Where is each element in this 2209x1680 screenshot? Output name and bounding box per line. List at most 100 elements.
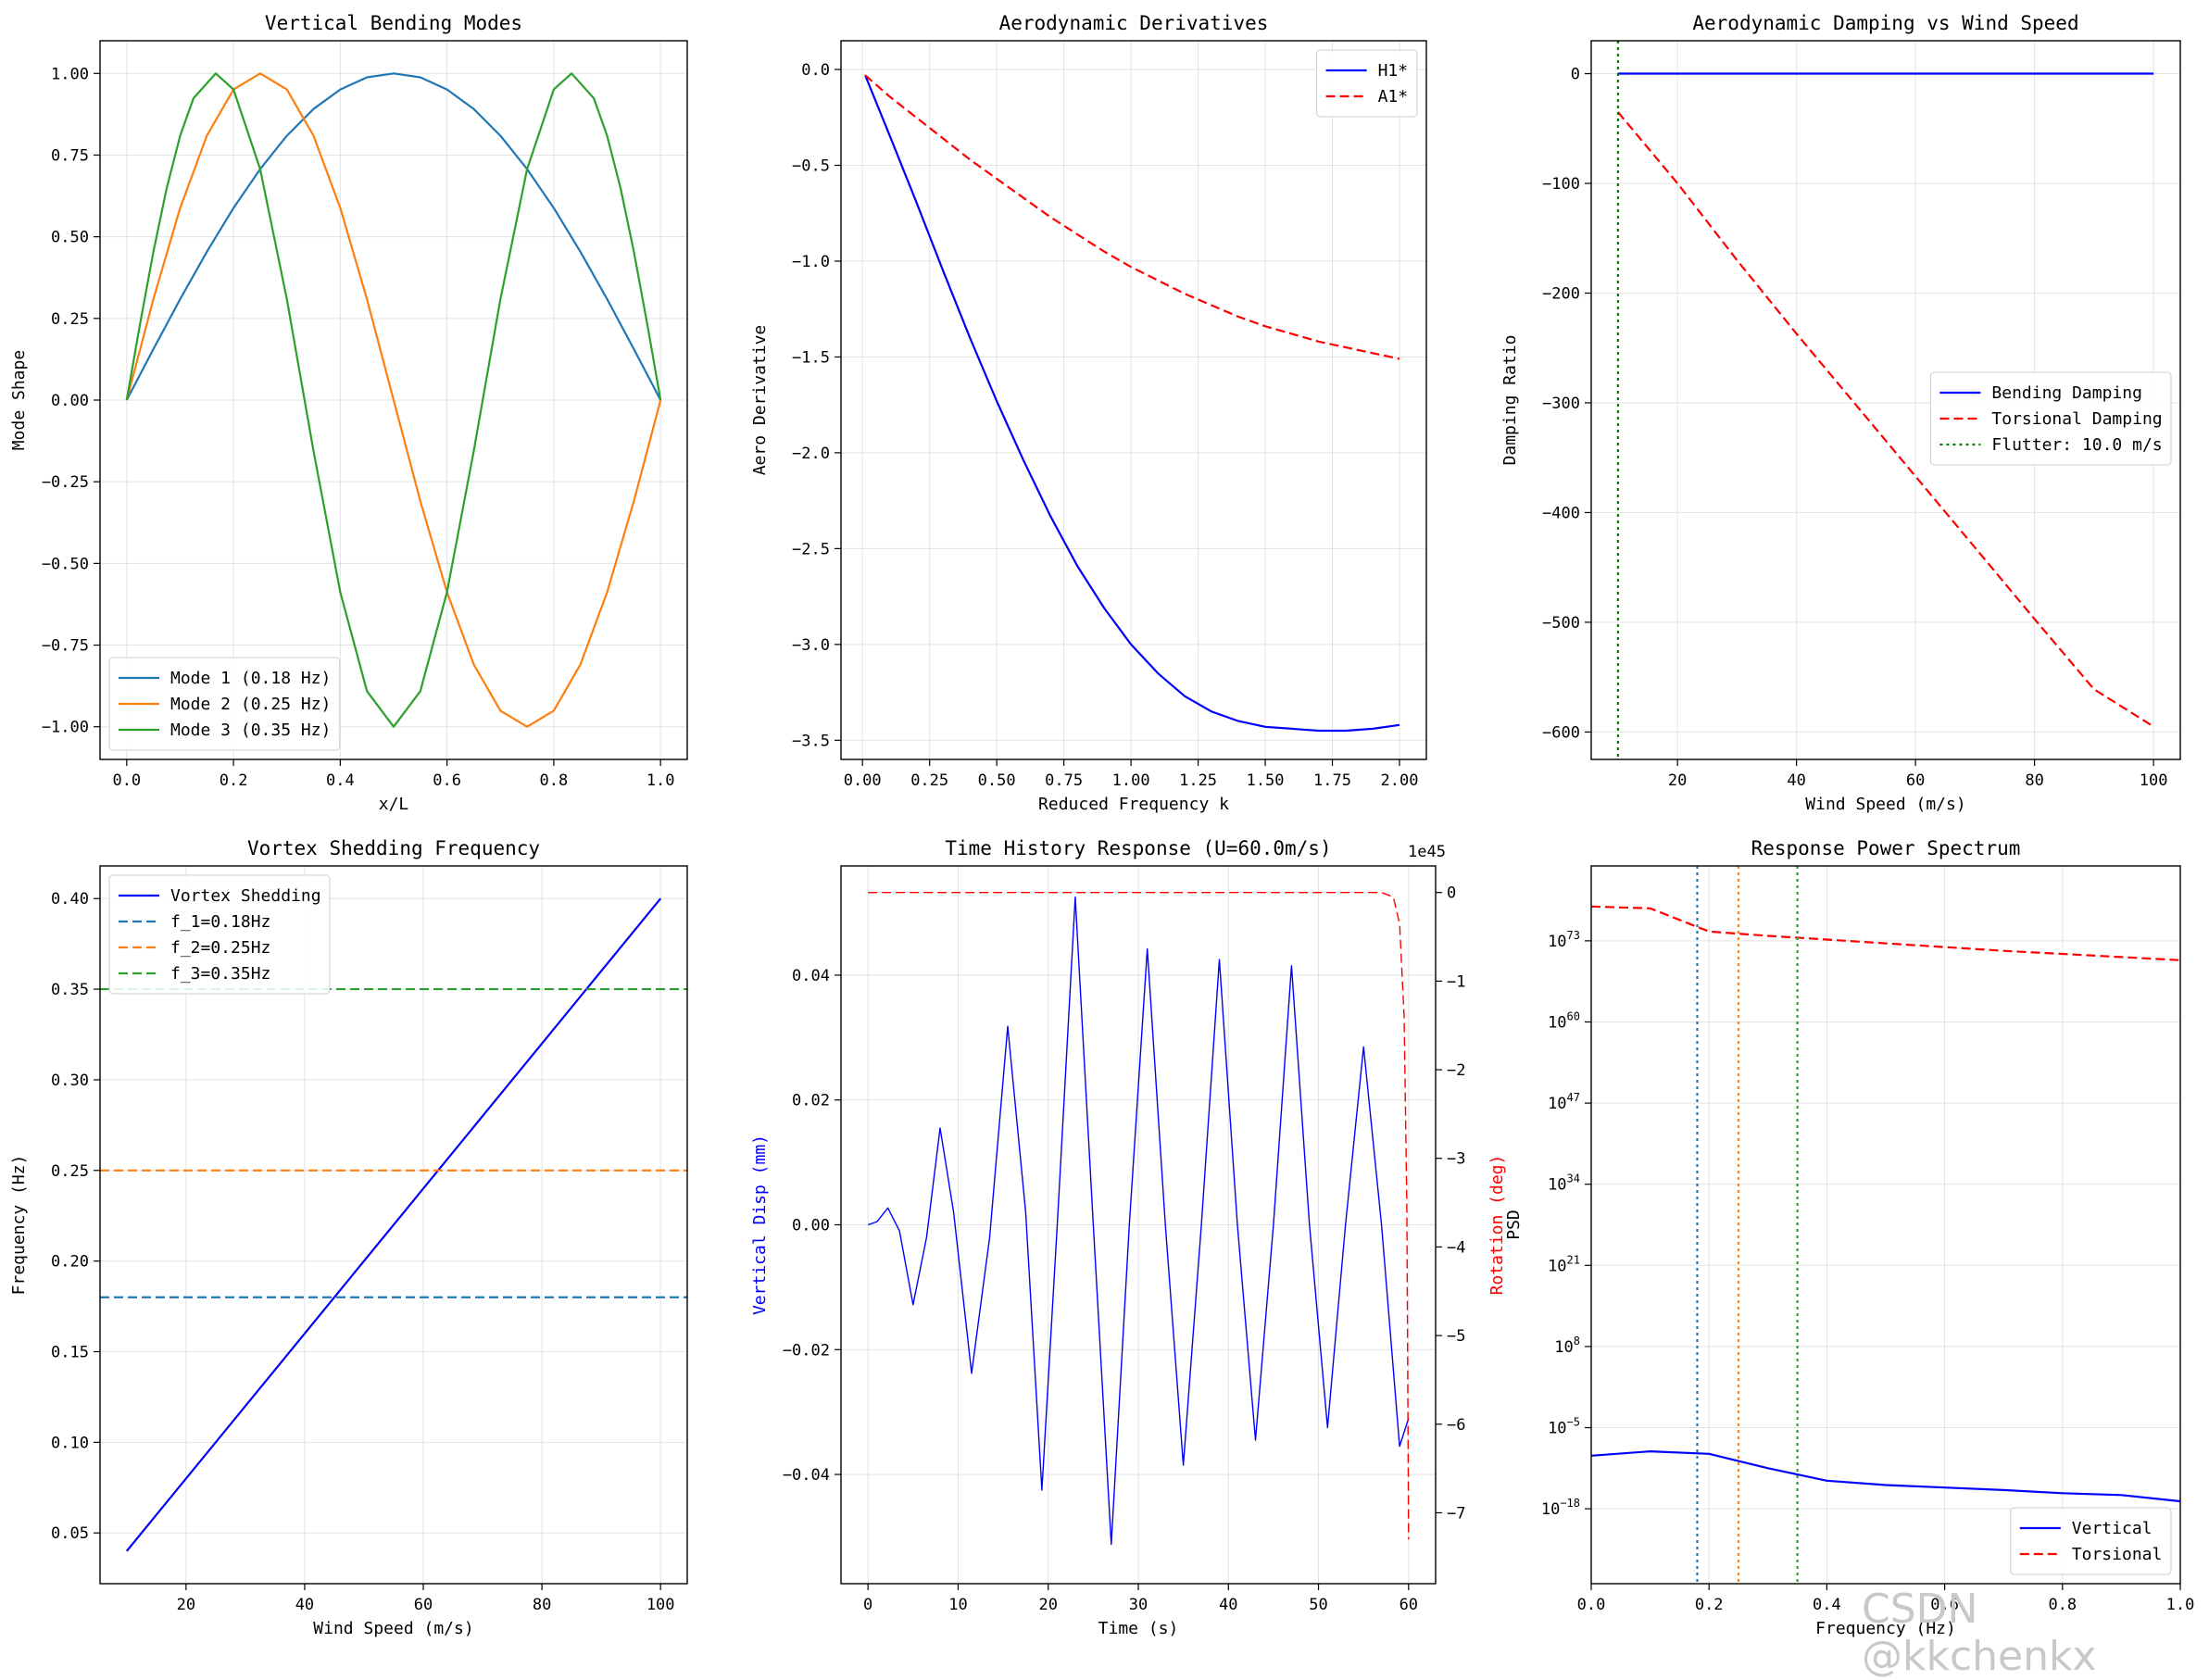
x-tick-label: 0.6 (1930, 1596, 1959, 1614)
y-axis-label: Aero Derivative (750, 325, 770, 476)
series-line (125, 72, 662, 728)
series-line (867, 896, 1410, 1546)
x-tick-label: 40 (1787, 771, 1805, 790)
legend-label: Vertical (2072, 1519, 2153, 1538)
legend-label: Bending Damping (1991, 383, 2142, 403)
y-tick-label: −500 (1542, 614, 1580, 633)
x-tick-label: 20 (1668, 771, 1687, 790)
legend-box (1316, 49, 1418, 118)
x-tick-label: 80 (2025, 771, 2043, 790)
y-tick-label: 0.00 (51, 392, 89, 410)
y-tick-label: −100 (1542, 175, 1580, 194)
legend-label: f_3=0.35Hz (170, 964, 270, 984)
series-line (864, 74, 1400, 733)
axes-frame (1590, 865, 2181, 1585)
x-axis-label: Wind Speed (m/s) (1805, 795, 1965, 814)
y2-tick-label: −7 (1447, 1504, 1465, 1523)
y-tick-label: 0 (1571, 66, 1580, 84)
x-tick-label: 80 (533, 1596, 551, 1614)
y-tick-label: −0.50 (42, 555, 89, 573)
legend-label: H1* (1378, 61, 1409, 81)
y2-tick-label: −5 (1447, 1327, 1465, 1346)
chart-title: Response Power Spectrum (1751, 837, 2021, 859)
y-tick-label: −0.02 (783, 1341, 830, 1360)
legend-label: A1* (1378, 87, 1409, 107)
chart-title: Aerodynamic Damping vs Wind Speed (1692, 12, 2078, 34)
x-axis-label: Time (s) (1098, 1619, 1179, 1638)
y-tick-label: 0.10 (51, 1434, 89, 1452)
chart-title: Vertical Bending Modes (265, 12, 522, 34)
x-tick-label: 0 (863, 1596, 872, 1614)
y2-tick-label: −2 (1447, 1061, 1465, 1080)
y-tick-label: −1.0 (792, 253, 830, 271)
y2-tick-label: −4 (1447, 1238, 1465, 1257)
y-axis-label: Mode Shape (9, 350, 29, 450)
legend-box (2010, 1507, 2172, 1575)
x-tick-label: 20 (1038, 1596, 1057, 1614)
y-tick-label: 0.02 (792, 1092, 830, 1110)
y-tick-label: 0.75 (51, 146, 89, 165)
x-tick-label: 1.00 (1112, 771, 1150, 790)
y-tick-label: 0.15 (51, 1343, 89, 1361)
y2-tick-label: −3 (1447, 1150, 1465, 1169)
y-tick-label: 1073 (1548, 929, 1580, 951)
series-line (1617, 111, 2154, 728)
legend: Vertical Torsional (2010, 1507, 2172, 1575)
x-tick-label: 0.8 (2048, 1596, 2077, 1614)
x-tick-label: 0.75 (1045, 771, 1083, 790)
y-tick-label: −300 (1542, 395, 1580, 413)
y-tick-label: 10−5 (1548, 1416, 1580, 1438)
series-line (125, 72, 662, 728)
y-tick-label: 0.40 (51, 890, 89, 909)
legend: Bending Damping Torsional Damping Flutter:… (1929, 371, 2172, 466)
axes-frame (1590, 40, 2181, 760)
x-tick-label: 2.00 (1381, 771, 1419, 790)
x-tick-label: 40 (295, 1596, 314, 1614)
x-tick-label: 1.0 (2166, 1596, 2195, 1614)
x-tick-label: 1.25 (1179, 771, 1217, 790)
y-tick-label: −400 (1542, 504, 1580, 522)
series-line (1591, 1449, 2180, 1503)
y-tick-label: 0.25 (51, 1162, 89, 1181)
x-tick-label: 0.4 (1813, 1596, 1841, 1614)
legend-label: Vortex Shedding (170, 886, 321, 906)
x-tick-label: 0.8 (540, 771, 569, 790)
series-line (1591, 905, 2180, 961)
y-tick-label: −0.5 (792, 157, 830, 176)
chart-aerodynamic-damping: 20 40 60 80 100 0 −100 −200 −300 −400 −500 −600 Aero… (1500, 12, 2181, 814)
y-tick-label: −0.04 (783, 1466, 830, 1485)
y-axis-label: PSD (1504, 1210, 1524, 1240)
y-tick-label: −0.25 (42, 473, 89, 492)
y-tick-label: 0.00 (792, 1217, 830, 1235)
x-tick-label: 50 (1309, 1596, 1327, 1614)
y-tick-label: 0.30 (51, 1072, 89, 1090)
x-tick-label: 60 (1906, 771, 1925, 790)
y-tick-label: 0.04 (792, 967, 830, 985)
y-tick-label: 1021 (1548, 1253, 1580, 1275)
series-line (125, 897, 662, 1552)
y-tick-label: 0.50 (51, 229, 89, 247)
y-tick-label: 10−18 (1541, 1497, 1580, 1519)
y2-tick-label: −1 (1447, 972, 1465, 991)
axes-frame (840, 865, 1437, 1585)
y-tick-label: −1.00 (42, 719, 89, 737)
y2-tick-label: −6 (1447, 1416, 1465, 1435)
x-tick-label: 0.0 (112, 771, 141, 790)
watermark: CSDN @kkchenkx (1862, 1586, 2097, 1680)
x-axis-label: Frequency (Hz) (1815, 1619, 1956, 1638)
x-tick-label: 0.25 (910, 771, 948, 790)
x-tick-label: 60 (1399, 1596, 1418, 1614)
legend-label: Torsional Damping (1991, 409, 2162, 429)
chart-title: Vortex Shedding Frequency (247, 837, 540, 859)
x-tick-label: 0.0 (1577, 1596, 1606, 1614)
y-tick-label: −2.0 (792, 445, 830, 463)
x-tick-label: 0.6 (433, 771, 461, 790)
y-tick-label: −2.5 (792, 540, 830, 558)
chart-title: Time History Response (U=60.0m/s) (945, 837, 1331, 859)
x-tick-label: 60 (414, 1596, 433, 1614)
chart-title: Aerodynamic Derivatives (999, 12, 1269, 34)
legend: Vortex Shedding f_1=0.18Hz f_2=0.25Hz f_3=0… (108, 874, 331, 995)
axes-frame (99, 40, 688, 760)
y2-offset-text: 1e45 (1408, 843, 1446, 861)
legend-box (1929, 371, 2172, 466)
